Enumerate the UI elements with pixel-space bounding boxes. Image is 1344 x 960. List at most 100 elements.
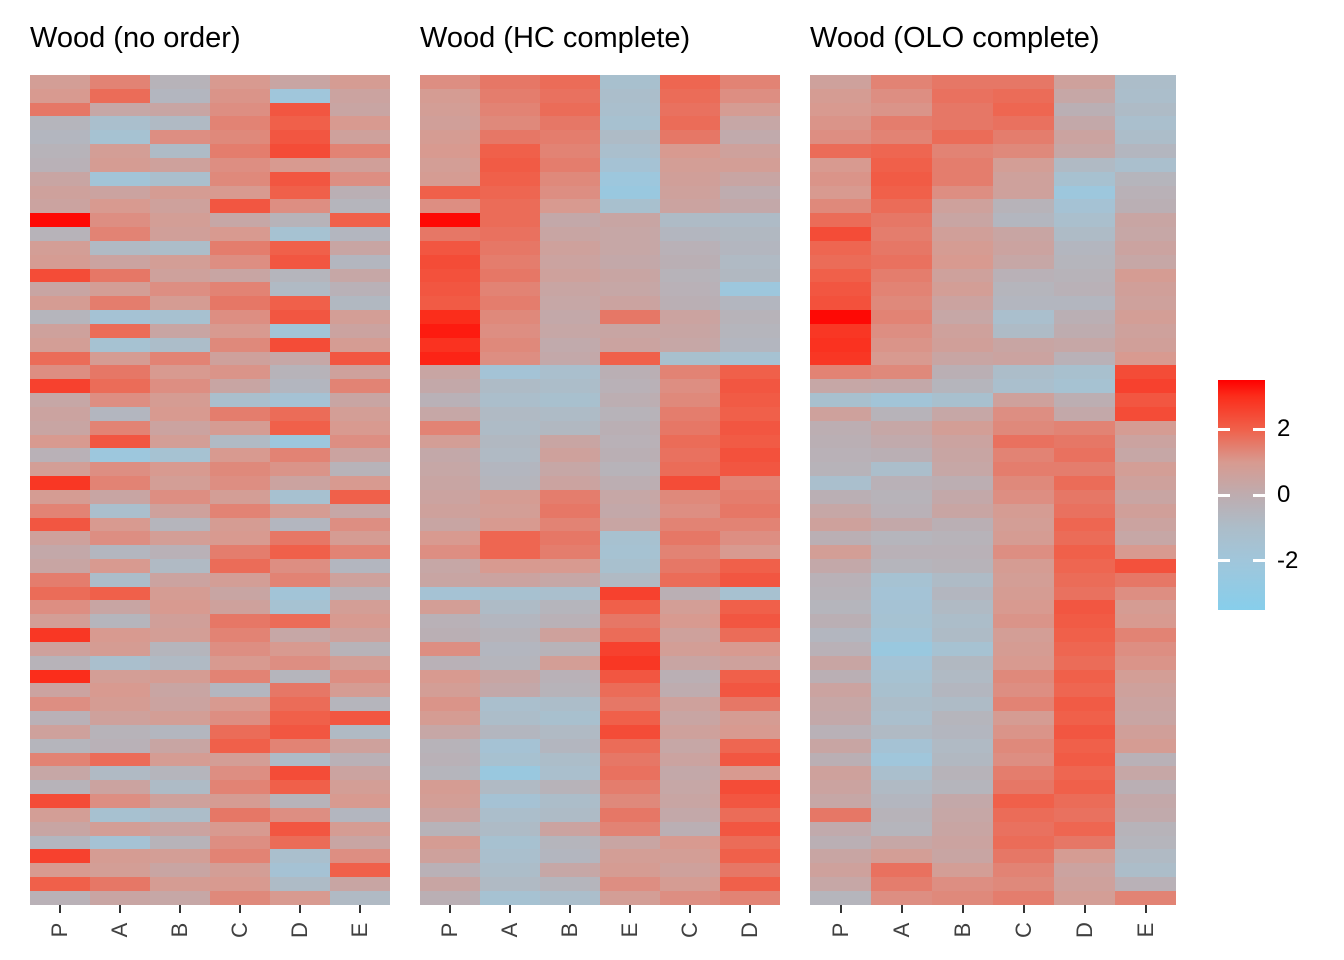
heatmap-cell: [480, 88, 540, 103]
heatmap-cell: [871, 863, 932, 878]
heatmap-cell: [932, 185, 993, 200]
heatmap-row: [420, 379, 780, 394]
heatmap-cell: [1115, 393, 1176, 407]
heatmap-cell: [150, 558, 210, 573]
heatmap-cell: [90, 268, 150, 283]
heatmap-cell: [720, 116, 780, 131]
heatmap-cell: [1115, 420, 1176, 435]
heatmap-cell: [660, 890, 720, 905]
heatmap-cell: [90, 877, 150, 891]
colorbar-tickmark: [1218, 493, 1230, 497]
heatmap-cell: [871, 406, 932, 421]
heatmap-cell: [30, 752, 90, 767]
heatmap-cell: [150, 296, 210, 311]
heatmap-cell: [720, 379, 780, 394]
heatmap-cell: [30, 738, 90, 753]
heatmap-cell: [720, 185, 780, 200]
heatmap-cell: [810, 102, 871, 117]
heatmap-cell: [480, 641, 540, 656]
heatmap-cell: [720, 157, 780, 172]
heatmap-cell: [810, 558, 871, 573]
heatmap-cell: [810, 420, 871, 435]
heatmap-cell: [600, 213, 660, 228]
heatmap-cell: [90, 780, 150, 795]
heatmap-cell: [720, 323, 780, 338]
heatmap-cell: [660, 462, 720, 477]
heatmap-row: [30, 434, 390, 449]
heatmap-row: [30, 863, 390, 878]
heatmap-cell: [90, 738, 150, 753]
heatmap-cell: [420, 157, 480, 172]
heatmap-cell: [480, 489, 540, 504]
heatmap-cell: [480, 600, 540, 615]
heatmap-row: [420, 75, 780, 89]
heatmap-cell: [1054, 641, 1115, 656]
heatmap-cell: [1115, 614, 1176, 629]
heatmap-cell: [270, 393, 330, 407]
heatmap-cell: [30, 171, 90, 186]
heatmap-cell: [871, 669, 932, 684]
heatmap-cell: [480, 213, 540, 228]
heatmap-cell: [420, 254, 480, 269]
heatmap-cell: [90, 144, 150, 158]
heatmap-cell: [270, 503, 330, 518]
heatmap-cell: [720, 337, 780, 352]
heatmap-cell: [871, 351, 932, 366]
heatmap-cell: [420, 448, 480, 463]
heatmap-row: [30, 420, 390, 435]
heatmap-cell: [330, 614, 390, 629]
x-axis-label: E: [1132, 922, 1158, 938]
heatmap-cell: [660, 171, 720, 186]
heatmap-cell: [660, 365, 720, 380]
heatmap-cell: [993, 863, 1054, 878]
heatmap-row: [420, 669, 780, 684]
heatmap-cell: [932, 365, 993, 380]
heatmap-cell: [1115, 572, 1176, 587]
heatmap-row: [810, 489, 1176, 504]
heatmap-cell: [993, 877, 1054, 891]
heatmap-cell: [540, 254, 600, 269]
heatmap-cell: [270, 337, 330, 352]
heatmap-cell: [480, 379, 540, 394]
heatmap-cell: [540, 628, 600, 642]
heatmap-row: [810, 282, 1176, 297]
heatmap-cell: [720, 890, 780, 905]
heatmap-cell: [932, 227, 993, 241]
heatmap-cell: [1115, 116, 1176, 131]
heatmap-cell: [540, 641, 600, 656]
heatmap-cell: [810, 227, 871, 241]
panel-title-olo-complete: Wood (OLO complete): [810, 22, 1100, 54]
heatmap-cell: [1054, 531, 1115, 546]
heatmap-cell: [210, 144, 270, 158]
heatmap-cell: [540, 406, 600, 421]
x-axis-label: B: [557, 922, 582, 938]
heatmap-cell: [810, 379, 871, 394]
heatmap-cell: [993, 614, 1054, 629]
heatmap-row: [810, 531, 1176, 546]
heatmap-cell: [210, 254, 270, 269]
heatmap-cell: [420, 683, 480, 698]
heatmap-cell: [330, 683, 390, 698]
heatmap-cell: [150, 337, 210, 352]
heatmap-cell: [90, 724, 150, 739]
heatmap-cell: [90, 379, 150, 394]
heatmap-cell: [540, 213, 600, 228]
heatmap-cell: [660, 614, 720, 629]
heatmap-cell: [540, 517, 600, 532]
heatmap-cell: [660, 752, 720, 767]
x-axis-label: P: [47, 922, 72, 938]
heatmap-cell: [150, 724, 210, 739]
heatmap-cell: [600, 738, 660, 753]
heatmap-cell: [270, 586, 330, 601]
heatmap-row: [810, 130, 1176, 145]
heatmap-cell: [720, 268, 780, 283]
heatmap-cell: [210, 724, 270, 739]
heatmap-row: [30, 586, 390, 601]
heatmap-cell: [993, 794, 1054, 808]
heatmap-cell: [270, 268, 330, 283]
heatmap-cell: [330, 365, 390, 380]
heatmap-cell: [720, 600, 780, 615]
heatmap-cell: [150, 517, 210, 532]
heatmap-cell: [660, 738, 720, 753]
heatmap-cell: [1054, 116, 1115, 131]
